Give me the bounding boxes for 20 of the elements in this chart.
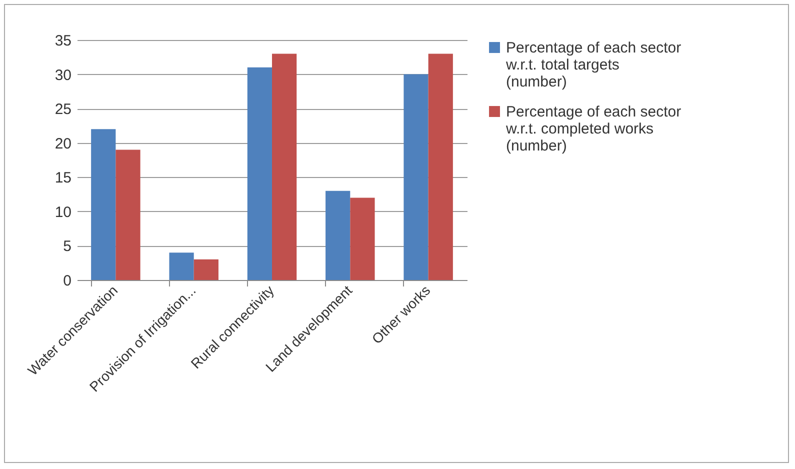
bar [404,74,428,280]
bar [350,198,375,280]
y-tick-label: 10 [54,204,72,221]
y-tick-label: 25 [54,101,72,118]
y-tick-label: 30 [54,66,72,84]
bar [91,129,116,280]
legend-label: Percentage of each sector w.r.t. completed works (number) [505,104,682,154]
y-tick-label: 35 [54,32,72,50]
y-tick-label: 5 [63,238,72,256]
bar [194,259,218,280]
bar [169,252,194,280]
bar [247,67,272,280]
y-tick-label: 15 [54,170,72,187]
y-tick-label: 0 [63,272,72,290]
bar [116,150,140,280]
legend-label: Percentage of each sector w.r.t. total targets (number) [505,40,682,90]
y-tick-label: 20 [54,135,72,152]
bar [326,190,350,280]
bar [428,54,453,280]
bar [272,54,297,280]
